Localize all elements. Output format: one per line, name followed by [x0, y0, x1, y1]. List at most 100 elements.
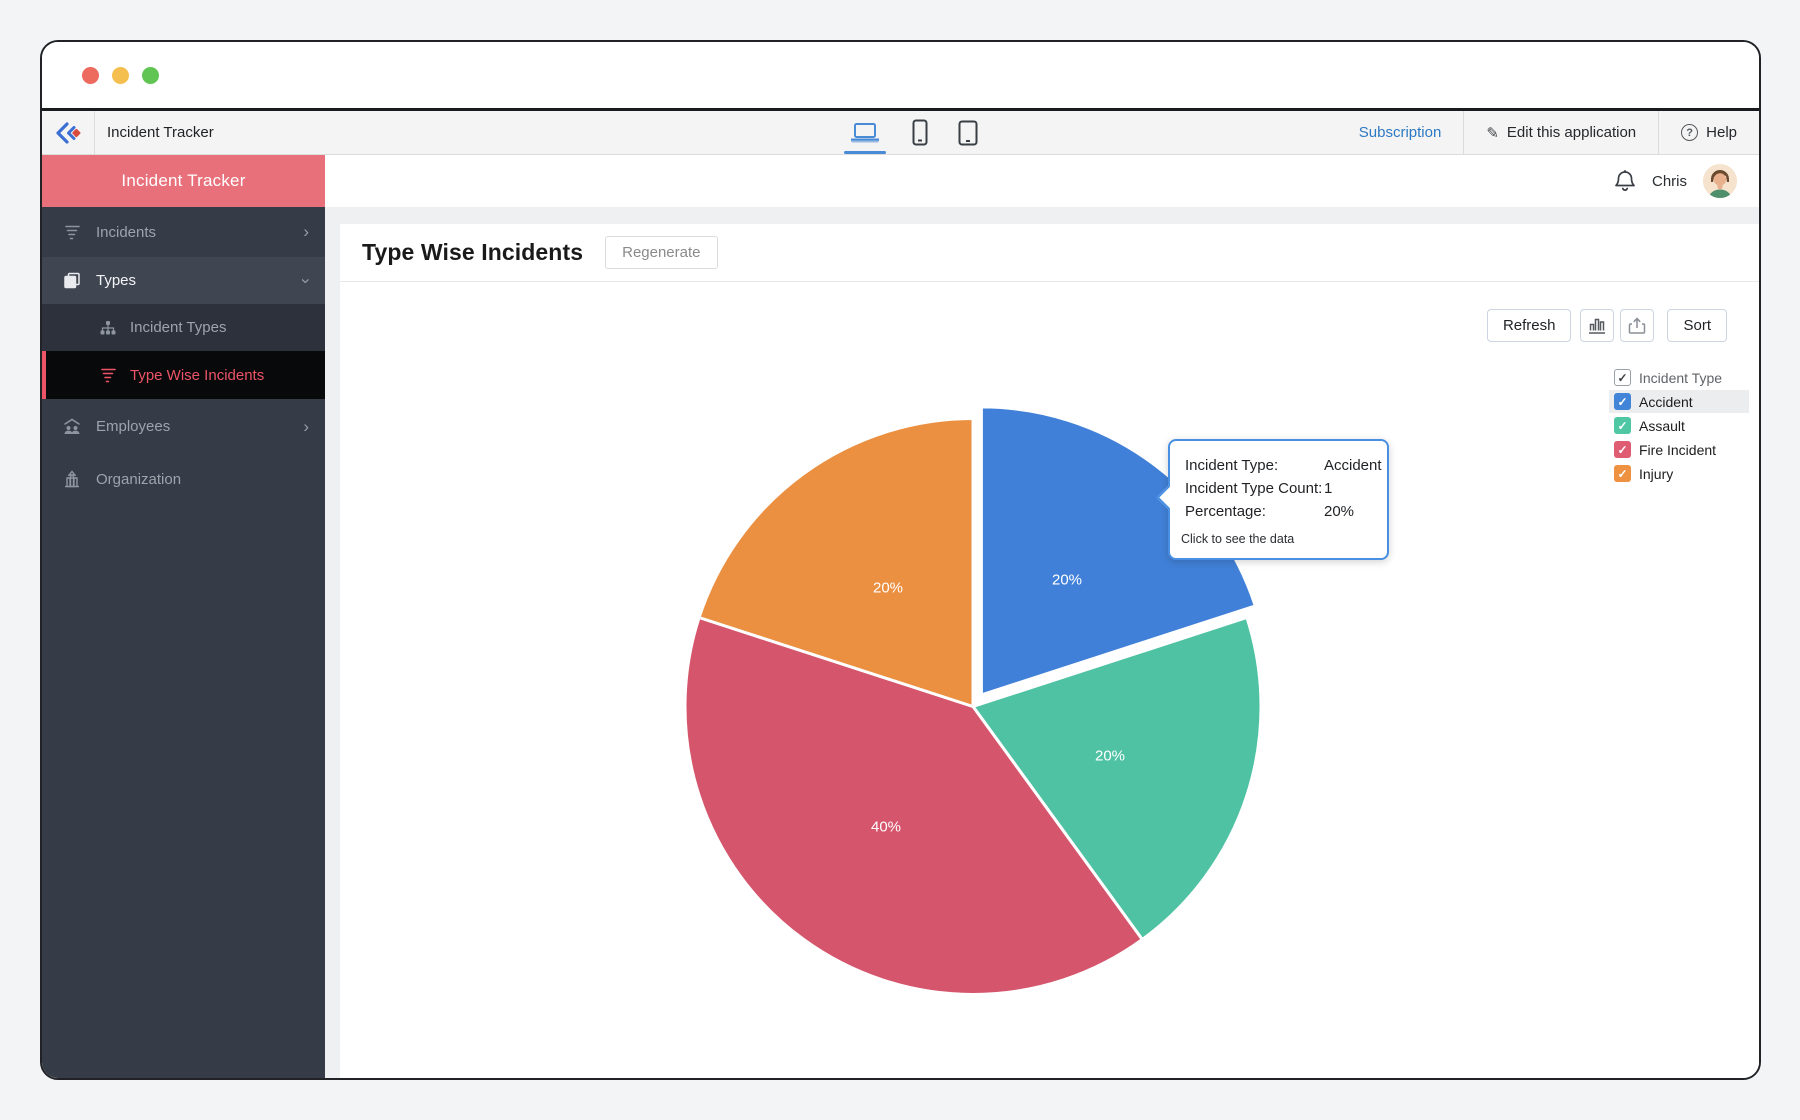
notification-bell-icon[interactable] — [1614, 169, 1636, 193]
employees-icon — [62, 418, 82, 435]
edit-application-label: Edit this application — [1506, 124, 1637, 141]
legend-checkbox-assault[interactable]: ✓ — [1614, 417, 1631, 434]
pie-chart: 20% 20% 40% 20% — [683, 405, 1263, 997]
report-card: Type Wise Incidents Regenerate 20% 20% 4… — [340, 224, 1759, 1078]
edit-application-button[interactable]: ✎ Edit this application — [1463, 111, 1658, 154]
creator-logo-icon — [56, 121, 81, 144]
chart-tooltip: Incident Type: Accident Incident Type Co… — [1156, 439, 1389, 560]
pencil-icon: ✎ — [1486, 124, 1499, 142]
help-icon: ? — [1681, 124, 1699, 141]
tooltip-label: Incident Type: — [1185, 457, 1279, 474]
tablet-icon — [958, 120, 977, 145]
report-header: Type Wise Incidents Regenerate — [340, 224, 1759, 282]
sidebar-item-organization[interactable]: Organization — [42, 454, 325, 504]
mac-titlebar — [42, 42, 1759, 108]
sidebar-item-label: Employees — [96, 418, 171, 435]
phone-view-button[interactable] — [910, 111, 930, 154]
sidebar-item-label: Type Wise Incidents — [130, 366, 265, 384]
slice-label-assault: 20% — [1095, 748, 1125, 765]
tablet-view-button[interactable] — [956, 111, 980, 154]
help-label: Help — [1706, 124, 1737, 141]
sidebar-item-type-wise-incidents[interactable]: Type Wise Incidents — [42, 351, 325, 399]
report-lines-icon — [62, 224, 82, 240]
tooltip-value: 20% — [1324, 503, 1355, 520]
app-logo[interactable] — [42, 111, 95, 154]
tooltip-label: Percentage: — [1185, 503, 1266, 520]
chevron-down-icon: › — [297, 277, 317, 284]
sidebar-menu: Incidents › Types › Incident Types — [42, 207, 325, 1078]
building-icon — [62, 470, 82, 488]
legend-checkbox-injury[interactable]: ✓ — [1614, 465, 1631, 482]
phone-icon — [912, 119, 927, 146]
main-panel: Chris Type Wise Incidents Regenerate — [325, 155, 1759, 1078]
slice-label-fire-incident: 40% — [871, 819, 901, 836]
legend-label: Assault — [1639, 417, 1685, 434]
legend-header-checkbox[interactable]: ✓ — [1614, 369, 1631, 386]
user-bar: Chris — [325, 155, 1759, 207]
chart-region: 20% 20% 40% 20% Refresh — [340, 282, 1759, 1078]
bar-chart-icon — [1589, 318, 1606, 334]
regenerate-button[interactable]: Regenerate — [605, 236, 718, 269]
close-window-button[interactable] — [82, 66, 99, 84]
slice-label-injury: 20% — [873, 580, 903, 597]
sidebar-item-label: Incident Types — [130, 319, 227, 336]
legend-header-row[interactable]: ✓ Incident Type — [1609, 366, 1749, 389]
stacked-pages-icon — [62, 272, 82, 289]
hierarchy-icon — [98, 320, 118, 336]
slice-label-accident: 20% — [1052, 572, 1082, 589]
legend-item-injury[interactable]: ✓ Injury — [1609, 462, 1749, 485]
tooltip-value: 1 — [1324, 480, 1333, 497]
sidebar-item-employees[interactable]: Employees › — [42, 399, 325, 454]
chevron-right-icon: › — [303, 222, 309, 241]
topbar-actions: Subscription ✎ Edit this application ? H… — [1337, 111, 1759, 154]
sort-button[interactable]: Sort — [1667, 309, 1727, 342]
legend-item-assault[interactable]: ✓ Assault — [1609, 414, 1749, 437]
sidebar-app-title: Incident Tracker — [42, 155, 325, 207]
user-avatar[interactable] — [1703, 164, 1737, 198]
legend-label: Fire Incident — [1639, 441, 1717, 458]
legend-item-fire-incident[interactable]: ✓ Fire Incident — [1609, 438, 1749, 461]
app-top-bar: Incident Tracker — [42, 108, 1759, 155]
chart-type-button[interactable] — [1580, 309, 1615, 342]
sidebar-item-label: Types — [96, 272, 137, 289]
tooltip-footer: Click to see the data — [1181, 532, 1295, 546]
page-title: Type Wise Incidents — [362, 239, 584, 265]
legend-header-label: Incident Type — [1639, 369, 1723, 386]
sidebar-item-types[interactable]: Types › — [42, 257, 325, 304]
report-lines-icon — [98, 367, 118, 383]
pie-slice-injury[interactable] — [697, 417, 975, 708]
sidebar-item-label: Organization — [96, 470, 182, 488]
sidebar-item-incidents[interactable]: Incidents › — [42, 207, 325, 257]
device-preview-switcher — [843, 111, 980, 154]
sidebar-item-incident-types[interactable]: Incident Types — [42, 304, 325, 351]
selected-device-underline — [843, 151, 886, 154]
legend-label: Accident — [1639, 393, 1693, 410]
subscription-label: Subscription — [1358, 124, 1442, 141]
user-name: Chris — [1651, 172, 1687, 190]
chart-legend: ✓ Incident Type ✓ Accident ✓ Assault ✓ — [1609, 366, 1749, 486]
sidebar-item-label: Incidents — [96, 223, 157, 241]
sidebar: Incident Tracker Incidents › Types › — [42, 155, 325, 1078]
help-button[interactable]: ? Help — [1658, 111, 1759, 154]
pie-slice-assault[interactable] — [971, 616, 1263, 941]
legend-checkbox-fire-incident[interactable]: ✓ — [1614, 441, 1631, 458]
export-share-icon — [1629, 316, 1646, 334]
laptop-icon — [850, 122, 879, 142]
laptop-view-button[interactable] — [843, 111, 886, 154]
pie-slice-accident[interactable] — [979, 405, 1257, 697]
legend-checkbox-accident[interactable]: ✓ — [1614, 393, 1631, 410]
subscription-link[interactable]: Subscription — [1337, 111, 1464, 154]
chevron-right-icon: › — [303, 416, 309, 436]
tooltip-label: Incident Type Count: — [1185, 480, 1323, 497]
legend-label: Injury — [1639, 465, 1674, 482]
minimize-window-button[interactable] — [112, 66, 129, 84]
app-name-label: Incident Tracker — [107, 124, 214, 141]
tooltip-value: Accident — [1324, 457, 1382, 474]
legend-item-accident[interactable]: ✓ Accident — [1609, 390, 1749, 413]
export-button[interactable] — [1620, 309, 1655, 342]
zoom-window-button[interactable] — [142, 66, 159, 84]
app-window: Incident Tracker — [40, 40, 1761, 1080]
pie-slice-fire-incident[interactable] — [683, 616, 1144, 997]
chart-toolbar: Refresh Sort — [1486, 309, 1727, 342]
refresh-button[interactable]: Refresh — [1486, 309, 1572, 342]
